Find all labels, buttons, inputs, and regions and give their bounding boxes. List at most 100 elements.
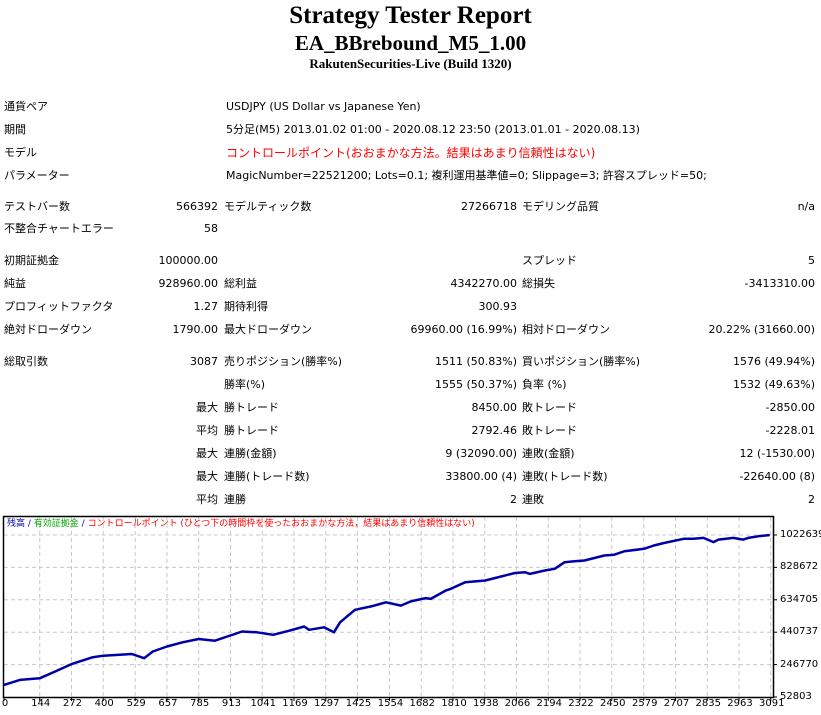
chart-grid bbox=[4, 517, 773, 697]
ea-name: EA_BBrebound_M5_1.00 bbox=[294, 31, 527, 55]
win-stat-value: 2 bbox=[510, 493, 517, 506]
y-tick-label: 1022639 bbox=[780, 529, 821, 540]
row-net-profit: 純益 928960.00 総利益 4342270.00 総損失 -3413310… bbox=[0, 274, 821, 294]
parameters-value: MagicNumber=22521200; Lots=0.1; 複利運用基準値=… bbox=[226, 169, 707, 182]
loss-stat-value: -22640.00 (8) bbox=[739, 470, 815, 483]
profit-factor-value: 1.27 bbox=[193, 300, 219, 313]
row-average-consecutive: 平均 連勝 2 連敗 2 bbox=[0, 490, 821, 510]
loss-stat-label: 敗トレード bbox=[522, 401, 577, 414]
x-tick-label: 2450 bbox=[600, 698, 626, 709]
row-bars: テストバー数 566392 モデルティック数 27266718 モデリング品質 … bbox=[0, 197, 821, 217]
quality-value: n/a bbox=[797, 200, 815, 213]
x-tick-label: 272 bbox=[62, 698, 83, 709]
legend-balance: 残高 bbox=[7, 519, 26, 529]
expected-payoff-value: 300.93 bbox=[478, 300, 518, 313]
max-drawdown-label: 最大ドローダウン bbox=[224, 323, 312, 336]
x-tick-label: 1297 bbox=[314, 698, 340, 709]
symbol-value: USDJPY (US Dollar vs Japanese Yen) bbox=[226, 100, 421, 113]
loss-stat-label: 連敗(トレード数) bbox=[522, 470, 608, 483]
row-period: 期間 5分足(M5) 2013.01.02 01:00 - 2020.08.12… bbox=[0, 120, 821, 140]
y-tick-label: 634705 bbox=[780, 593, 819, 605]
model-value: コントロールポイント(おおまかな方法。結果はあまり信頼性はない) bbox=[226, 146, 596, 160]
loss-stat-value: 2 bbox=[808, 493, 815, 506]
abs-drawdown-label: 絶対ドローダウン bbox=[4, 323, 92, 336]
x-tick-label: 3091 bbox=[759, 698, 785, 709]
x-tick-label: 657 bbox=[158, 698, 178, 709]
errors-label: 不整合チャートエラー bbox=[4, 222, 114, 235]
row-drawdown: 絶対ドローダウン 1790.00 最大ドローダウン 69960.00 (16.9… bbox=[0, 320, 821, 340]
x-tick-label: 2835 bbox=[695, 698, 721, 709]
x-tick-label: 1554 bbox=[377, 698, 404, 709]
stat-prefix: 平均 bbox=[196, 424, 218, 437]
row-deposit: 初期証拠金 100000.00 スプレッド 5 bbox=[0, 251, 821, 271]
period-value: 5分足(M5) 2013.01.02 01:00 - 2020.08.12 23… bbox=[226, 123, 640, 136]
rel-drawdown-label: 相対ドローダウン bbox=[522, 323, 610, 336]
total-trades-label: 総取引数 bbox=[4, 355, 48, 368]
x-tick-label: 2322 bbox=[568, 698, 594, 709]
row-largest-trade: 最大 勝トレード 8450.00 敗トレード -2850.00 bbox=[0, 398, 821, 418]
x-tick-label: 1938 bbox=[473, 698, 499, 709]
axis-ticks bbox=[3, 534, 777, 701]
short-positions-value: 1511 (50.83%) bbox=[434, 355, 517, 368]
gross-profit-value: 4342270.00 bbox=[450, 277, 517, 290]
symbol-label: 通貨ペア bbox=[4, 100, 48, 113]
win-stat-value: 2792.46 bbox=[471, 424, 518, 437]
net-profit-label: 純益 bbox=[4, 277, 26, 290]
win-stat-value: 33800.00 (4) bbox=[445, 470, 517, 483]
loss-stat-value: -2850.00 bbox=[765, 401, 815, 414]
total-trades-value: 3087 bbox=[190, 355, 218, 368]
x-tick-label: 2194 bbox=[536, 698, 562, 709]
row-max-consecutive-amount: 最大 連勝(金額) 9 (32090.00) 連敗(金額) 12 (-1530.… bbox=[0, 444, 821, 464]
bars-label: テストバー数 bbox=[4, 200, 70, 213]
x-tick-label: 2066 bbox=[504, 698, 531, 709]
legend-model-note: コントロールポイント (ひとつ下の時間枠を使ったおおまかな方法，結果はあまり信頼… bbox=[87, 519, 475, 529]
row-model: モデル コントロールポイント(おおまかな方法。結果はあまり信頼性はない) bbox=[0, 143, 821, 163]
net-profit-value: 928960.00 bbox=[158, 277, 219, 290]
spread-value: 5 bbox=[808, 254, 815, 267]
row-errors: 不整合チャートエラー 58 bbox=[0, 219, 821, 239]
row-symbol: 通貨ペア USDJPY (US Dollar vs Japanese Yen) bbox=[0, 97, 821, 117]
x-tick-label: 400 bbox=[94, 698, 114, 709]
win-stat-label: 勝トレード bbox=[224, 401, 279, 414]
y-tick-label: 828672 bbox=[780, 561, 819, 573]
x-tick-label: 1041 bbox=[250, 698, 276, 709]
server-build: RakutenSecurities-Live (Build 1320) bbox=[309, 56, 512, 71]
x-tick-label: 1810 bbox=[441, 698, 467, 709]
stat-prefix: 最大 bbox=[196, 401, 218, 414]
balance-line bbox=[3, 533, 770, 687]
loss-rate-value: 1532 (49.63%) bbox=[732, 378, 815, 391]
x-tick-label: 0 bbox=[1, 698, 9, 709]
x-tick-label: 144 bbox=[31, 698, 51, 709]
row-max-consecutive-count: 最大 連勝(トレード数) 33800.00 (4) 連敗(トレード数) -226… bbox=[0, 467, 821, 487]
loss-stat-value: -2228.01 bbox=[765, 424, 815, 437]
win-stat-label: 連勝(金額) bbox=[224, 447, 277, 460]
win-stat-label: 勝トレード bbox=[224, 424, 279, 437]
win-rate-label: 勝率(%) bbox=[224, 378, 266, 391]
deposit-value: 100000.00 bbox=[158, 254, 219, 267]
row-total-trades: 総取引数 3087 売りポジション(勝率%) 1511 (50.83%) 買いポ… bbox=[0, 352, 821, 372]
x-tick-label: 529 bbox=[126, 698, 146, 709]
equity-chart bbox=[2, 515, 777, 701]
y-tick-label: 246770 bbox=[780, 658, 819, 670]
loss-stat-label: 連敗(金額) bbox=[522, 447, 575, 460]
profit-factor-label: プロフィットファクタ bbox=[4, 300, 114, 313]
gross-loss-value: -3413310.00 bbox=[744, 277, 815, 290]
long-positions-value: 1576 (49.94%) bbox=[732, 355, 815, 368]
row-parameters: パラメーター MagicNumber=22521200; Lots=0.1; 複… bbox=[0, 166, 821, 186]
loss-stat-label: 敗トレード bbox=[522, 424, 577, 437]
win-stat-label: 連勝 bbox=[224, 493, 246, 506]
loss-rate-label: 負率 (%) bbox=[522, 378, 567, 391]
loss-stat-label: 連敗 bbox=[522, 493, 544, 506]
period-label: 期間 bbox=[4, 123, 26, 136]
bars-value: 566392 bbox=[176, 200, 218, 213]
x-tick-label: 913 bbox=[221, 698, 242, 709]
rel-drawdown-value: 20.22% (31660.00) bbox=[708, 323, 815, 336]
legend-separator: / bbox=[25, 519, 34, 529]
long-positions-label: 買いポジション(勝率%) bbox=[522, 355, 641, 368]
spread-label: スプレッド bbox=[522, 254, 577, 267]
expected-payoff-label: 期待利得 bbox=[224, 300, 268, 313]
x-tick-label: 2707 bbox=[663, 698, 690, 709]
ticks-value: 27266718 bbox=[461, 200, 517, 213]
ticks-label: モデルティック数 bbox=[224, 200, 312, 213]
x-tick-label: 1169 bbox=[282, 698, 308, 709]
